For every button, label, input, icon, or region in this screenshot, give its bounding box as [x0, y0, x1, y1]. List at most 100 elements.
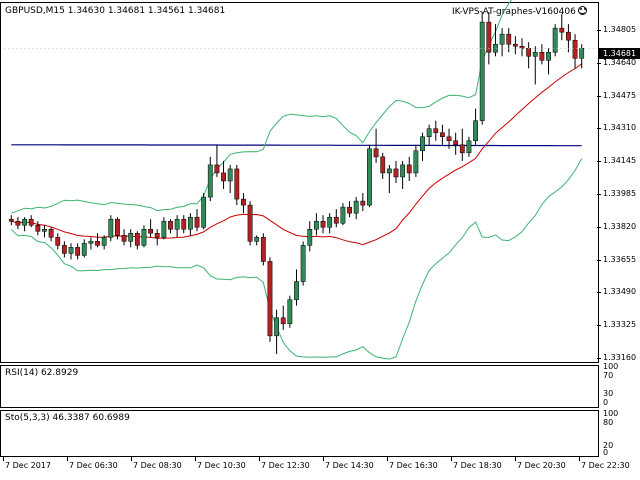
- price-tick-mark: [597, 226, 601, 228]
- bear-candle: [433, 128, 439, 133]
- price-tick-label: 1.34145: [603, 156, 637, 166]
- price-tick-label: 1.33985: [603, 189, 637, 198]
- bear-candle: [154, 233, 160, 238]
- time-tick-mark: [451, 457, 452, 461]
- bull-candle: [386, 168, 392, 174]
- bull-candle: [473, 120, 478, 142]
- bear-candle: [440, 132, 445, 137]
- time-tick-mark: [3, 457, 4, 461]
- bull-candle: [420, 136, 425, 152]
- price-tick-mark: [597, 292, 601, 294]
- bear-candle: [360, 200, 366, 206]
- upper-band-line: [11, 0, 512, 214]
- price-tick-mark: [597, 62, 601, 64]
- price-tick-label: 1.33160: [603, 353, 637, 362]
- bull-candle: [546, 52, 551, 61]
- bull-candle: [499, 33, 505, 45]
- bear-candle: [373, 148, 379, 158]
- expert-name-text: IK-VPS-AT-graphes-V160406: [452, 7, 576, 17]
- bear-candle: [241, 198, 246, 206]
- bear-candle: [566, 31, 571, 41]
- bear-candle: [55, 237, 61, 246]
- time-tick-label: 7 Dec 20:30: [517, 461, 566, 470]
- bear-candle: [95, 241, 100, 246]
- bear-candle: [459, 144, 465, 154]
- bear-candle: [260, 237, 266, 262]
- time-tick-mark: [67, 457, 68, 461]
- time-tick-mark: [259, 457, 260, 461]
- bull-candle: [108, 218, 114, 238]
- bull-candle: [81, 243, 87, 256]
- bear-candle: [8, 218, 14, 222]
- price-tick-mark: [597, 161, 601, 163]
- price-tick-label: 1.33655: [603, 254, 637, 264]
- bear-candle: [121, 235, 127, 242]
- bear-candle: [15, 220, 21, 226]
- stoch-tick-label: 0: [603, 448, 609, 457]
- time-tick-label: 7 Dec 06:30: [69, 461, 118, 470]
- bear-candle: [393, 168, 399, 178]
- time-tick-mark: [387, 457, 388, 461]
- bull-candle: [227, 168, 233, 182]
- bear-candle: [247, 204, 253, 242]
- price-tick-label: 1.34640: [603, 57, 637, 67]
- bear-candle: [134, 233, 140, 246]
- bear-candle: [148, 229, 153, 234]
- bull-candle: [174, 218, 180, 230]
- symbol-info-label: GBPUSD,M15 1.34630 1.34681 1.34561 1.346…: [5, 6, 226, 16]
- bear-candle: [61, 245, 67, 254]
- smiley-icon[interactable]: [577, 6, 587, 15]
- bear-candle: [347, 206, 352, 214]
- stochastic-pane[interactable]: [0, 410, 599, 457]
- time-tick-label: 7 Dec 12:30: [261, 461, 310, 470]
- bear-candle: [28, 218, 34, 226]
- price-tick-label: 1.33325: [603, 320, 637, 330]
- bear-candle: [519, 45, 525, 49]
- moving-average-line: [11, 63, 582, 246]
- bear-candle: [181, 218, 187, 230]
- bull-candle: [532, 52, 538, 57]
- bear-candle: [446, 136, 452, 142]
- bull-candle: [367, 148, 372, 206]
- time-tick-label: 7 Dec 2017: [5, 461, 52, 470]
- bear-candle: [75, 247, 81, 256]
- bull-candle: [300, 245, 306, 282]
- price-tick-label: 1.34310: [603, 123, 637, 133]
- bear-candle: [214, 164, 220, 174]
- bull-candle: [579, 47, 585, 59]
- bear-candle: [221, 172, 226, 182]
- time-tick-label: 7 Dec 10:30: [197, 461, 246, 470]
- price-tick-mark: [597, 30, 601, 31]
- stoch-tick-label: 20: [603, 441, 614, 450]
- main-chart-pane[interactable]: [0, 2, 599, 363]
- bull-candle: [68, 247, 74, 254]
- price-tick-mark: [597, 194, 601, 195]
- bear-candle: [320, 220, 326, 228]
- time-tick-label: 7 Dec 14:30: [325, 461, 374, 470]
- bull-candle: [327, 216, 333, 228]
- current-price-box: 1.34681: [599, 48, 640, 59]
- price-tick-mark: [597, 358, 601, 359]
- bull-candle: [141, 229, 147, 246]
- time-tick-label: 7 Dec 08:30: [133, 461, 182, 470]
- bear-candle: [559, 27, 565, 33]
- bear-candle: [380, 156, 386, 174]
- bull-candle: [479, 21, 485, 121]
- bull-candle: [552, 27, 558, 53]
- price-tick-mark: [597, 95, 601, 97]
- bull-candle: [22, 218, 27, 226]
- bull-candle: [400, 164, 406, 178]
- bull-candle: [187, 216, 193, 230]
- time-tick-mark: [195, 457, 196, 461]
- time-tick-mark: [579, 457, 580, 461]
- bear-candle: [168, 220, 173, 230]
- rsi-pane[interactable]: [0, 365, 599, 408]
- bull-candle: [207, 164, 213, 198]
- lower-band-line: [10, 158, 583, 360]
- price-tick-label: 1.34475: [603, 90, 637, 100]
- price-tick-label: 1.34805: [603, 25, 637, 34]
- bull-candle: [161, 220, 167, 238]
- bear-candle: [539, 52, 545, 61]
- bear-candle: [486, 21, 492, 53]
